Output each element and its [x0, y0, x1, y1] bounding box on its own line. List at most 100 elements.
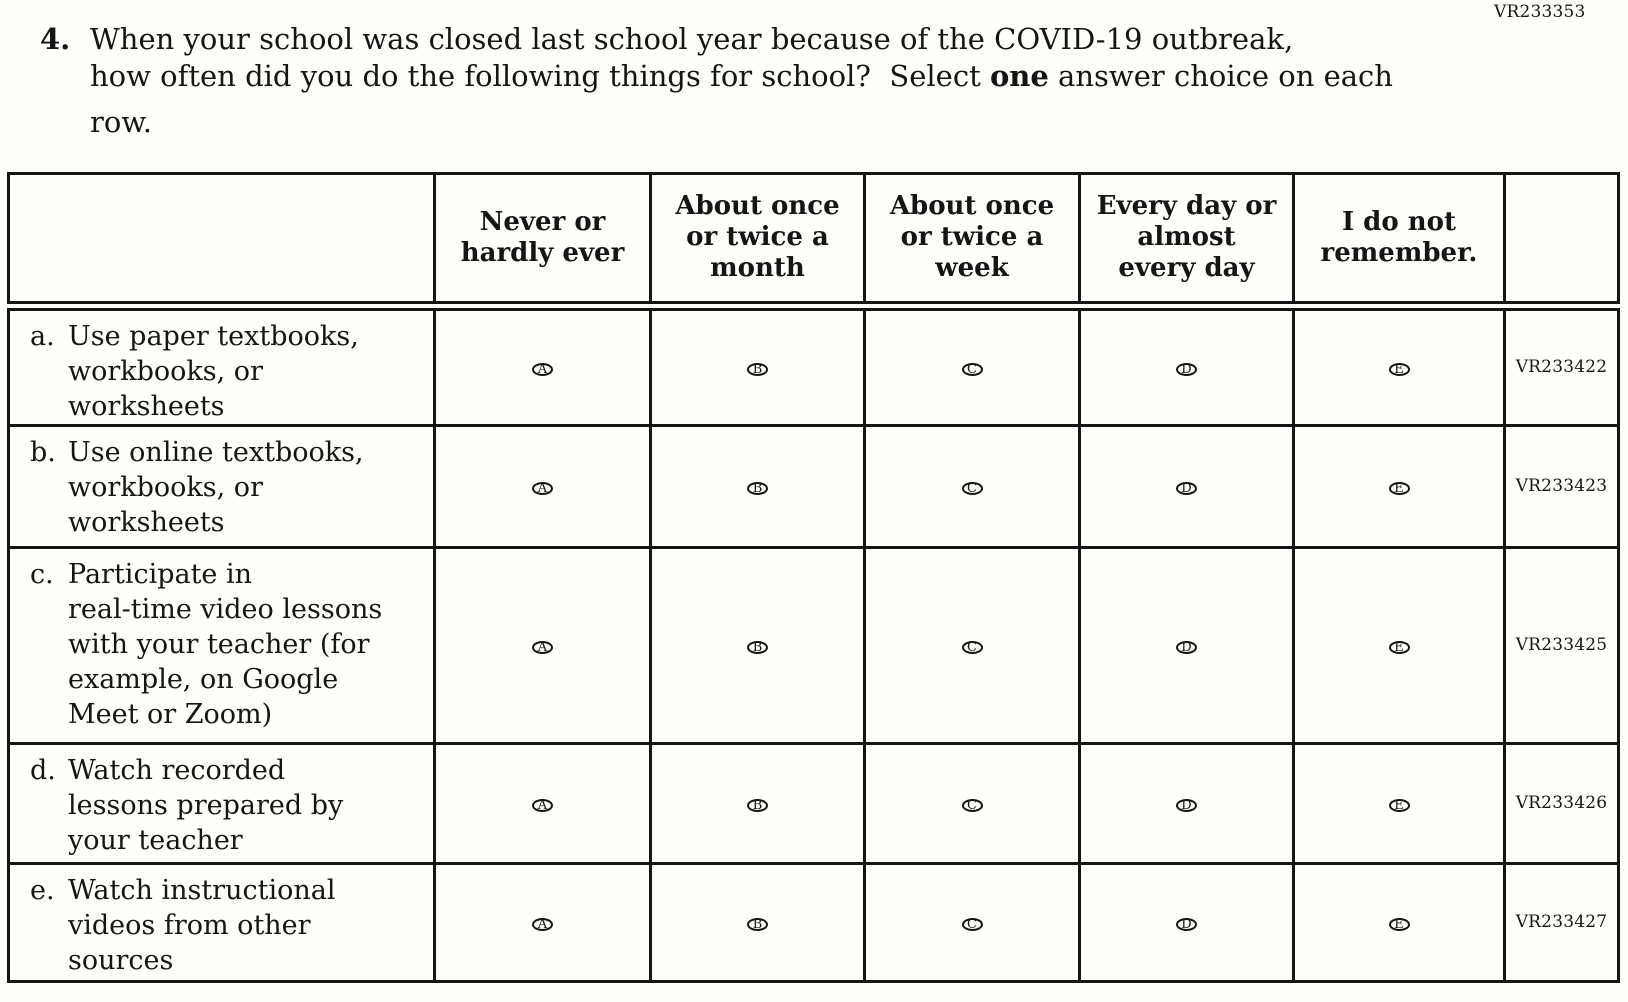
- row-b-vr-code: VR233423: [1503, 423, 1620, 549]
- row-c-option-c-cell[interactable]: C: [863, 545, 1081, 745]
- row-e-letter: e.: [30, 874, 55, 906]
- row-b-option-b-cell[interactable]: B: [649, 423, 866, 549]
- row-b-option-c-bubble[interactable]: C: [961, 480, 983, 496]
- table-row-c: c. Participate in real-time video lesson…: [7, 545, 1620, 745]
- row-c-option-a-cell[interactable]: A: [433, 545, 652, 745]
- row-a-option-e-bubble[interactable]: E: [1388, 361, 1410, 377]
- row-c-label-cell: c. Participate in real-time video lesson…: [7, 545, 436, 745]
- row-c-option-b-cell[interactable]: B: [649, 545, 866, 745]
- bubble-letter-d: D: [1181, 480, 1192, 496]
- table-row-b: b. Use online textbooks, workbooks, or w…: [7, 423, 1620, 549]
- row-c-option-b-bubble[interactable]: B: [747, 640, 768, 654]
- header-code-blank: [1503, 172, 1620, 311]
- row-a-option-a-bubble[interactable]: A: [532, 362, 553, 376]
- header-row: Never or hardly ever About once or twice…: [7, 172, 1620, 311]
- header-once-twice-month: About once or twice a month: [649, 172, 866, 311]
- bubble-letter-e: E: [1394, 797, 1404, 813]
- row-e-option-c-bubble[interactable]: C: [961, 916, 983, 932]
- bubble-letter-d: D: [1181, 639, 1192, 655]
- row-b-letter: b.: [30, 436, 56, 468]
- header-every-day: Every day or almost every day: [1078, 172, 1295, 311]
- row-b-option-e-bubble[interactable]: E: [1388, 480, 1410, 496]
- row-a-label: Use paper textbooks, workbooks, or works…: [68, 320, 359, 422]
- row-c-label: Participate in real-time video lessons w…: [68, 558, 383, 730]
- bubble-letter-c: C: [967, 639, 977, 655]
- table-row-d: d. Watch recorded lessons prepared by yo…: [7, 741, 1620, 865]
- bubble-letter-c: C: [967, 797, 977, 813]
- row-c-option-e-cell[interactable]: E: [1292, 545, 1506, 745]
- row-b-option-a-cell[interactable]: A: [433, 423, 652, 549]
- row-e-option-d-bubble[interactable]: D: [1176, 916, 1197, 932]
- row-c-option-c-bubble[interactable]: C: [961, 639, 983, 655]
- row-b-option-d-cell[interactable]: D: [1078, 423, 1295, 549]
- row-d-option-d-cell[interactable]: D: [1078, 741, 1295, 865]
- row-a-option-a-cell[interactable]: A: [433, 304, 652, 427]
- row-a-option-b-bubble[interactable]: B: [747, 361, 768, 377]
- response-grid: Never or hardly ever About once or twice…: [7, 172, 1620, 983]
- bubble-letter-e: E: [1394, 480, 1404, 496]
- row-d-label: Watch recorded lessons prepared by your …: [68, 754, 344, 856]
- row-d-option-c-cell[interactable]: C: [863, 741, 1081, 865]
- row-e-option-a-cell[interactable]: A: [433, 861, 652, 983]
- row-b-option-b-bubble[interactable]: B: [747, 480, 768, 496]
- row-d-option-e-cell[interactable]: E: [1292, 741, 1506, 865]
- row-d-option-d-bubble[interactable]: D: [1176, 798, 1197, 812]
- row-e-option-b-cell[interactable]: B: [649, 861, 866, 983]
- row-e-option-d-cell[interactable]: D: [1078, 861, 1295, 983]
- row-c-option-a-bubble[interactable]: A: [532, 639, 553, 655]
- row-a-option-d-bubble[interactable]: D: [1176, 361, 1197, 377]
- row-d-option-e-bubble[interactable]: E: [1388, 797, 1410, 813]
- row-e-option-e-bubble[interactable]: E: [1388, 916, 1410, 932]
- row-d-option-c-bubble[interactable]: C: [961, 797, 983, 813]
- row-d-option-a-cell[interactable]: A: [433, 741, 652, 865]
- row-c-option-e-bubble[interactable]: E: [1388, 640, 1410, 654]
- row-a-option-d-cell[interactable]: D: [1078, 304, 1295, 427]
- row-b-option-d-bubble[interactable]: D: [1176, 480, 1197, 496]
- row-a-option-b-cell[interactable]: B: [649, 304, 866, 427]
- bubble-letter-e: E: [1394, 361, 1404, 377]
- question-line-2-post: answer choice on each: [1048, 59, 1393, 93]
- row-c-letter: c.: [30, 558, 54, 590]
- row-e-option-e-cell[interactable]: E: [1292, 861, 1506, 983]
- question-line-1: When your school was closed last school …: [90, 22, 1294, 56]
- row-d-option-a-bubble[interactable]: A: [532, 798, 553, 812]
- bubble-letter-d: D: [1181, 916, 1192, 932]
- row-e-option-b-bubble[interactable]: B: [747, 916, 768, 932]
- row-a-vr-code: VR233422: [1503, 304, 1620, 427]
- bubble-letter-b: B: [752, 916, 763, 932]
- bubble-letter-b: B: [752, 797, 763, 813]
- bubble-letter-a: A: [537, 639, 548, 655]
- table-row-e: e. Watch instructional videos from other…: [7, 861, 1620, 983]
- row-c-option-d-cell[interactable]: D: [1078, 545, 1295, 745]
- question-line-3: row.: [90, 105, 152, 139]
- bubble-letter-e: E: [1394, 916, 1404, 932]
- row-a-option-c-bubble[interactable]: C: [961, 362, 983, 376]
- header-blank: [7, 172, 436, 311]
- row-e-option-c-cell[interactable]: C: [863, 861, 1081, 983]
- row-c-option-d-bubble[interactable]: D: [1176, 639, 1197, 655]
- row-a-option-c-cell[interactable]: C: [863, 304, 1081, 427]
- question-block: 4. When your school was closed last scho…: [40, 21, 1520, 141]
- row-d-option-b-bubble[interactable]: B: [747, 797, 768, 813]
- bubble-letter-a: A: [537, 480, 548, 496]
- row-e-option-a-bubble[interactable]: A: [532, 917, 553, 931]
- table-row-a: a. Use paper textbooks, workbooks, or wo…: [7, 304, 1620, 427]
- row-a-label-cell: a. Use paper textbooks, workbooks, or wo…: [7, 304, 436, 427]
- bubble-letter-c: C: [967, 480, 977, 496]
- row-a-letter: a.: [30, 320, 55, 352]
- row-b-label-cell: b. Use online textbooks, workbooks, or w…: [7, 423, 436, 549]
- row-b-option-e-cell[interactable]: E: [1292, 423, 1506, 549]
- bubble-letter-b: B: [752, 361, 763, 377]
- header-do-not-remember: I do not remember.: [1292, 172, 1506, 311]
- row-d-vr-code: VR233426: [1503, 741, 1620, 865]
- row-a-option-e-cell[interactable]: E: [1292, 304, 1506, 427]
- row-b-option-c-cell[interactable]: C: [863, 423, 1081, 549]
- row-b-option-a-bubble[interactable]: A: [532, 480, 553, 496]
- row-d-option-b-cell[interactable]: B: [649, 741, 866, 865]
- bubble-letter-c: C: [967, 916, 977, 932]
- header-never-hardly-ever: Never or hardly ever: [433, 172, 652, 311]
- bubble-letter-d: D: [1181, 361, 1192, 377]
- row-d-letter: d.: [30, 754, 56, 786]
- bubble-letter-b: B: [752, 480, 763, 496]
- question-line-2: how often did you do the following thing…: [90, 58, 1520, 95]
